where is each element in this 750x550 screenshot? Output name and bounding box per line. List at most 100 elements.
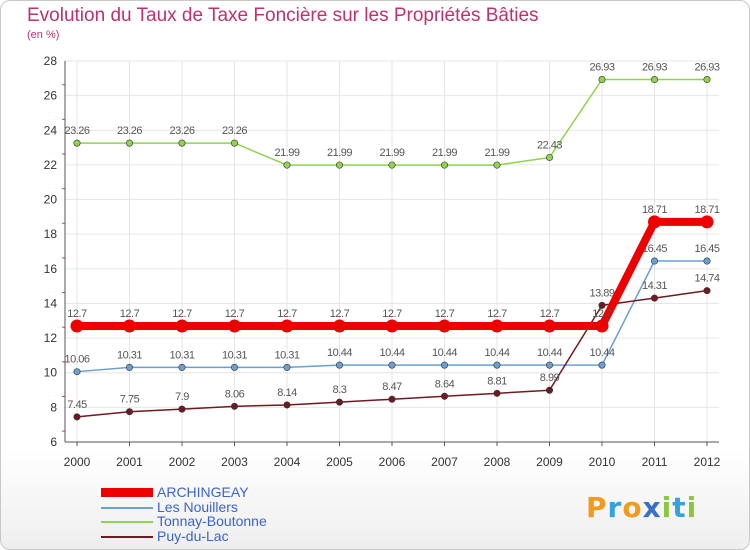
data-point-archingeay	[228, 319, 241, 333]
data-label-les-nouillers: 10.44	[484, 347, 509, 359]
logo-letter: r	[607, 491, 623, 524]
data-point-les-nouillers	[545, 361, 553, 369]
data-label-archingeay: 18.71	[642, 204, 667, 216]
data-point-archingeay	[648, 215, 661, 229]
data-label-les-nouillers: 16.45	[642, 243, 667, 255]
data-point-les-nouillers	[440, 361, 448, 369]
legend-label-archingeay: ARCHINGEAY	[157, 484, 249, 500]
data-point-archingeay	[175, 319, 189, 333]
data-point-les-nouillers	[73, 368, 81, 376]
data-point-tonnay-boutonne	[440, 161, 448, 169]
data-point-puy-du-lac	[73, 413, 81, 421]
legend-label-puy-du-lac: Puy-du-Lac	[157, 527, 229, 544]
data-label-archingeay: 18.71	[694, 204, 719, 216]
data-point-tonnay-boutonne	[335, 161, 343, 169]
data-point-tonnay-boutonne	[231, 139, 239, 147]
data-label-puy-du-lac: 14.31	[642, 280, 667, 292]
data-label-tonnay-boutonne: 23.26	[64, 125, 89, 137]
data-label-les-nouillers: 10.44	[432, 347, 457, 359]
y-tick-label: 24	[44, 123, 58, 137]
data-label-tonnay-boutonne: 21.99	[379, 147, 404, 159]
data-label-puy-du-lac: 8.81	[487, 375, 507, 387]
x-tick-label: 2010	[589, 455, 616, 469]
data-label-puy-du-lac: 8.3	[333, 384, 347, 396]
data-label-tonnay-boutonne: 21.99	[327, 147, 352, 159]
data-point-puy-du-lac	[493, 389, 501, 397]
data-label-les-nouillers: 10.44	[589, 347, 614, 359]
data-label-archingeay: 12.7	[540, 308, 560, 320]
data-point-les-nouillers	[388, 361, 396, 369]
y-tick-label: 18	[44, 227, 58, 241]
legend-swatch-tonnay-boutonne	[101, 521, 153, 523]
data-point-puy-du-lac	[650, 294, 658, 302]
data-point-les-nouillers	[598, 361, 606, 369]
data-point-puy-du-lac	[283, 401, 291, 409]
y-tick-label: 28	[44, 54, 58, 68]
data-label-tonnay-boutonne: 26.93	[642, 62, 667, 74]
data-point-archingeay	[70, 319, 84, 333]
x-tick-label: 2004	[274, 455, 301, 469]
data-label-puy-du-lac: 7.9	[175, 391, 189, 403]
data-label-tonnay-boutonne: 21.99	[484, 147, 509, 159]
data-label-puy-du-lac: 8.14	[277, 387, 297, 399]
data-point-les-nouillers	[650, 257, 658, 265]
data-label-puy-du-lac: 13.89	[589, 287, 614, 299]
x-tick-label: 2002	[169, 455, 196, 469]
data-point-puy-du-lac	[598, 301, 606, 309]
legend-label-tonnay-boutonne: Tonnay-Boutonne	[157, 513, 267, 529]
data-label-les-nouillers: 10.44	[537, 347, 562, 359]
x-tick-label: 2000	[64, 455, 91, 469]
x-tick-label: 2006	[379, 455, 406, 469]
y-tick-label: 8	[50, 400, 57, 414]
x-tick-label: 2001	[116, 455, 143, 469]
data-point-tonnay-boutonne	[388, 161, 396, 169]
data-point-archingeay	[280, 319, 294, 333]
data-label-archingeay: 12.7	[330, 308, 350, 320]
unit-label: (en %)	[27, 29, 60, 41]
data-point-les-nouillers	[178, 363, 186, 371]
data-label-archingeay: 12.7	[487, 308, 507, 320]
data-point-puy-du-lac	[440, 392, 448, 400]
data-label-puy-du-lac: 8.47	[382, 381, 402, 393]
data-point-puy-du-lac	[545, 386, 553, 394]
data-point-puy-du-lac	[178, 405, 186, 413]
data-point-tonnay-boutonne	[598, 76, 606, 84]
data-point-tonnay-boutonne	[703, 76, 711, 84]
data-point-archingeay	[490, 319, 504, 333]
data-label-archingeay: 12.7	[67, 308, 87, 320]
data-label-archingeay: 12.7	[382, 308, 402, 320]
data-label-les-nouillers: 16.45	[694, 243, 719, 255]
data-label-archingeay: 12.7	[592, 308, 612, 320]
data-point-archingeay	[543, 319, 556, 333]
x-tick-label: 2007	[431, 455, 458, 469]
data-label-les-nouillers: 10.31	[274, 349, 299, 361]
logo-letter: i	[686, 491, 698, 524]
data-point-les-nouillers	[126, 363, 134, 371]
logo-letter: t	[672, 491, 687, 524]
proxiti-logo: Proxiti	[586, 491, 697, 524]
data-point-tonnay-boutonne	[545, 153, 553, 161]
x-tick-label: 2005	[326, 455, 353, 469]
chart-title: Evolution du Taux de Taxe Foncière sur l…	[27, 5, 539, 26]
legend-swatch-puy-du-lac	[101, 535, 153, 538]
data-point-les-nouillers	[231, 363, 239, 371]
data-point-puy-du-lac	[126, 408, 134, 416]
logo-letter: i	[661, 491, 673, 524]
x-tick-label: 2003	[221, 455, 248, 469]
data-label-tonnay-boutonne: 21.99	[274, 147, 299, 159]
y-tick-label: 26	[44, 89, 58, 103]
data-label-tonnay-boutonne: 22.43	[537, 139, 562, 151]
data-label-archingeay: 12.7	[225, 308, 245, 320]
data-label-puy-du-lac: 8.99	[540, 372, 560, 384]
x-tick-label: 2012	[694, 455, 721, 469]
data-label-puy-du-lac: 7.45	[67, 399, 87, 411]
data-point-tonnay-boutonne	[283, 161, 291, 169]
data-point-tonnay-boutonne	[73, 139, 81, 147]
data-label-les-nouillers: 10.31	[117, 349, 142, 361]
data-label-les-nouillers: 10.31	[169, 349, 194, 361]
data-point-archingeay	[385, 319, 399, 333]
data-point-archingeay	[123, 319, 136, 333]
data-label-tonnay-boutonne: 23.26	[169, 125, 194, 137]
